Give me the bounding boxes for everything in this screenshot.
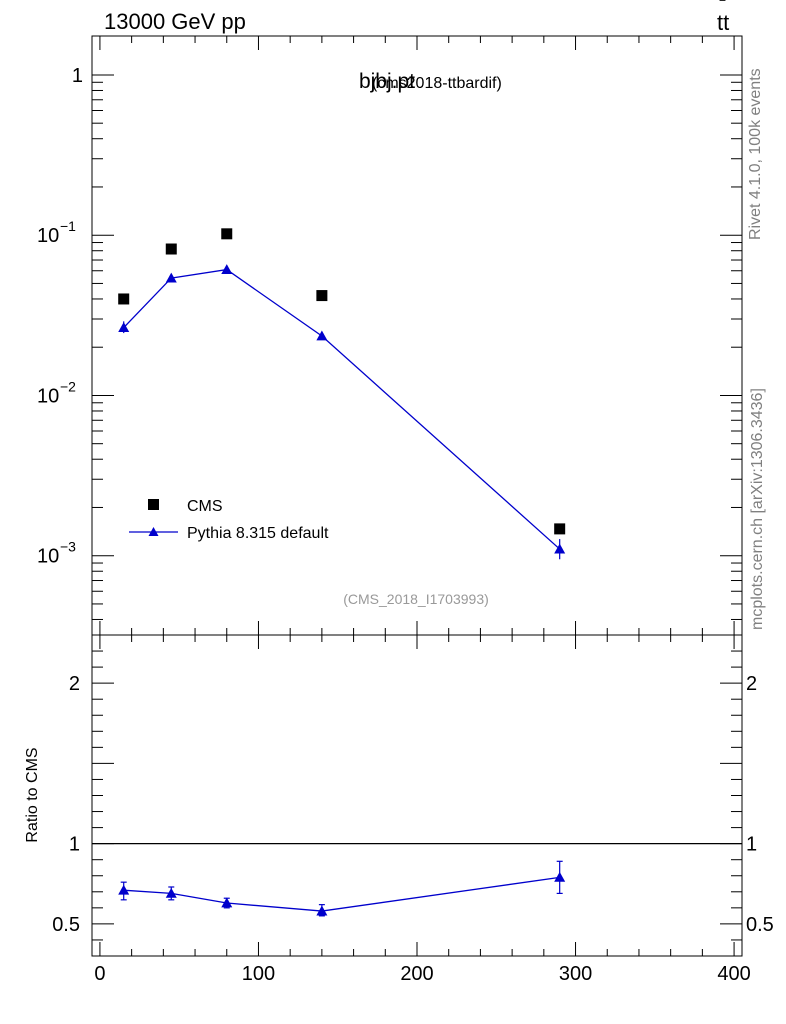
y-tick-label: 1 — [69, 834, 80, 856]
legend-cms-label: CMS — [187, 498, 223, 515]
y-tick-label: 2 — [69, 673, 80, 695]
ratio-point — [165, 887, 177, 898]
main-plot: 110−110−210−3 bjbj.pt (cms2018-ttbardif)… — [37, 35, 743, 636]
ratio-point — [316, 905, 328, 916]
ratio-point — [118, 884, 130, 895]
plot-title: bjbj.pt — [359, 70, 415, 93]
legend-cms-marker — [148, 499, 159, 510]
cms-point — [165, 243, 177, 255]
cms-point — [118, 293, 130, 305]
x-tick-labels: 0 100 200 300 400 — [94, 963, 750, 985]
y-tick-label: 10 — [37, 546, 59, 568]
ratio-frame — [91, 634, 743, 957]
legend-pythia-marker — [148, 527, 159, 536]
ratio-line — [123, 876, 560, 912]
ratio-series — [118, 860, 566, 917]
y-tick-label: 1 — [72, 65, 83, 87]
x-tick-label: 300 — [559, 963, 592, 985]
rivet-label: Rivet 4.1.0, 100k events — [747, 68, 764, 240]
ratio-point — [221, 897, 233, 908]
x-tick-label: 400 — [717, 963, 750, 985]
main-frame — [91, 35, 743, 636]
mc-point — [316, 330, 328, 341]
mcplots-label: mcplots.cern.ch [arXiv:1306.3436] — [749, 388, 766, 630]
process-bar: ‾ — [719, 0, 726, 16]
ratio-y-tick-labels: 0.5 0.5 1 1 2 2 — [52, 673, 774, 936]
ratio-y-axis-label: Ratio to CMS — [24, 747, 41, 842]
y-tick-exponent: −1 — [60, 218, 76, 234]
mc-point — [221, 264, 233, 274]
y-tick-label: 10 — [37, 225, 59, 247]
mc-point — [554, 543, 566, 554]
main-y-tick-labels: 110−110−210−3 — [37, 65, 83, 568]
x-tick-label: 100 — [242, 963, 275, 985]
energy-label: 13000 GeV pp — [104, 9, 246, 34]
main-ticks — [92, 36, 742, 635]
plot-subtitle: (cms2018-ttbardif) — [372, 75, 502, 92]
main-series — [118, 228, 566, 560]
y-tick-label-right: 2 — [746, 673, 757, 695]
y-tick-label: 0.5 — [52, 914, 80, 936]
cms-point — [554, 523, 566, 535]
ratio-point — [554, 871, 566, 882]
legend: CMS Pythia 8.315 default — [129, 498, 329, 542]
x-tick-label: 0 — [94, 963, 105, 985]
x-tick-label: 200 — [400, 963, 433, 985]
mc-point — [118, 322, 130, 333]
y-tick-exponent: −2 — [60, 378, 76, 394]
cms-point — [316, 290, 328, 302]
y-tick-label: 10 — [37, 385, 59, 407]
process-label: tt — [717, 10, 729, 35]
cms-point — [221, 228, 233, 240]
y-tick-label-right: 0.5 — [746, 914, 774, 936]
ratio-ticks — [92, 634, 742, 957]
analysis-label: (CMS_2018_I1703993) — [343, 591, 489, 607]
y-tick-exponent: −3 — [60, 539, 76, 555]
legend-pythia-label: Pythia 8.315 default — [187, 525, 329, 542]
mc-point — [165, 272, 177, 283]
y-tick-label-right: 1 — [746, 834, 757, 856]
ratio-plot: 0.5 0.5 1 1 2 2 0 100 200 300 400 Ratio to CMS — [24, 634, 774, 985]
